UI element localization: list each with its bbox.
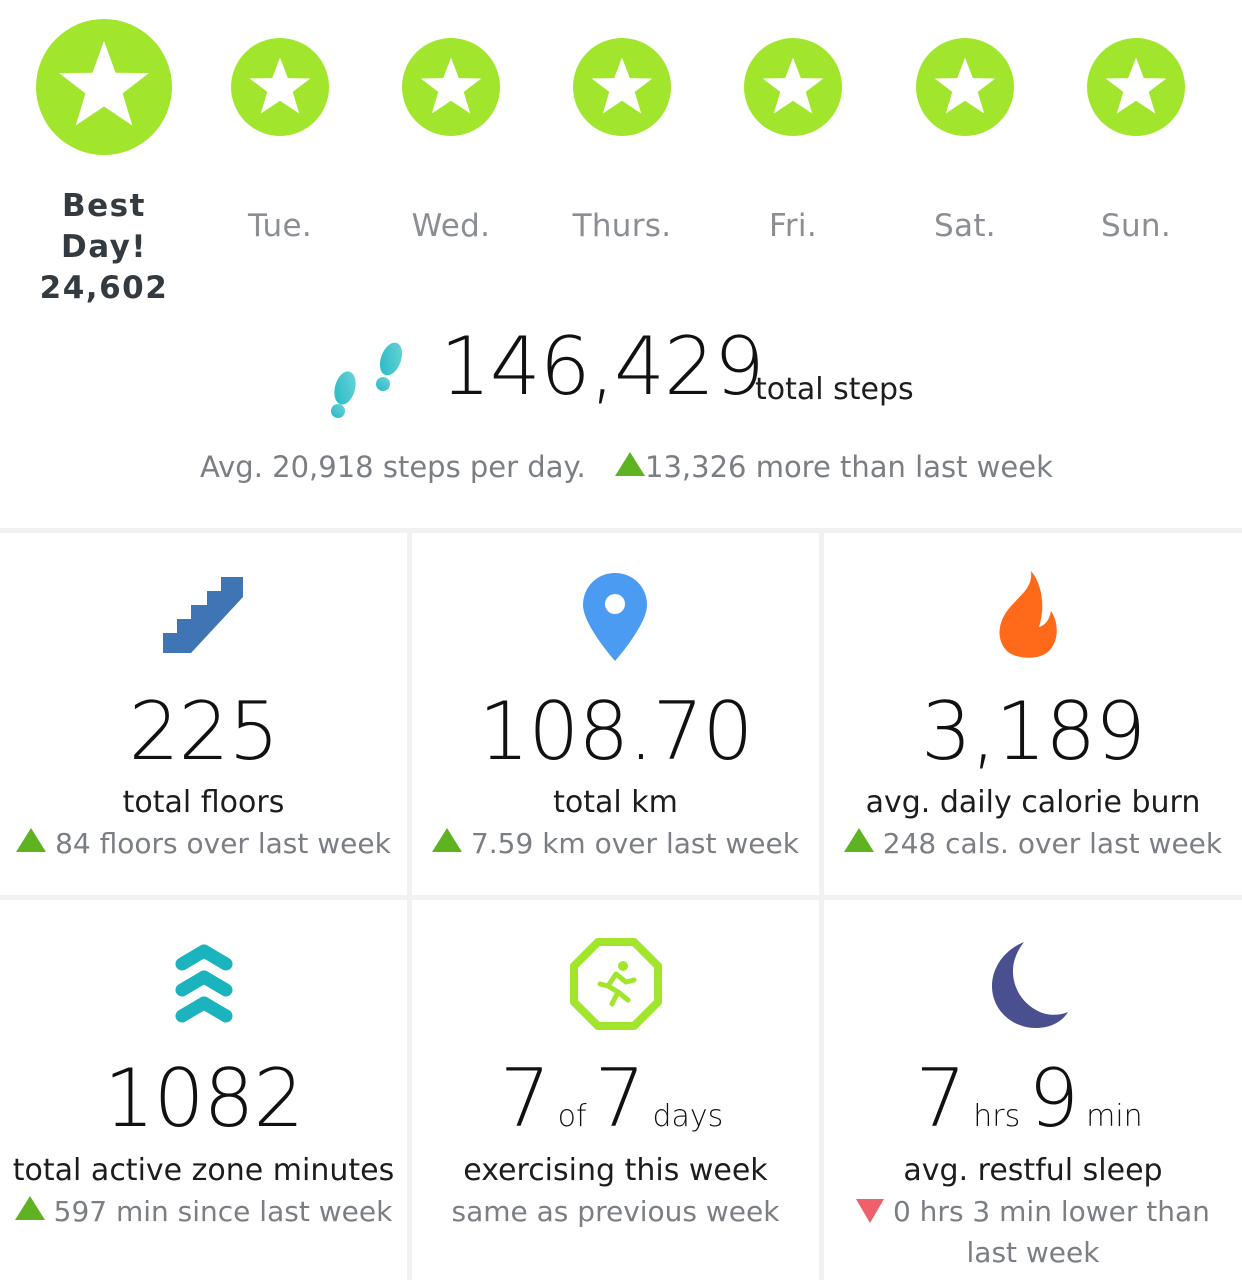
sleep-label: avg. restful sleep: [903, 1153, 1163, 1188]
sleep-hours: 7: [915, 1052, 966, 1145]
distance-delta: 7.59 km over last week: [412, 823, 819, 864]
stat-active-zone-minutes[interactable]: 1082 total active zone minutes 597 min s…: [0, 900, 407, 1280]
stat-floors[interactable]: 225 total floors 84 floors over last wee…: [0, 533, 407, 895]
star-badge-icon: [916, 38, 1014, 136]
day-label: Sun.: [1100, 208, 1172, 244]
exercise-runner-icon: [570, 938, 662, 1030]
divider: [407, 530, 412, 1280]
divider: [0, 528, 1242, 533]
star-badge-icon: [402, 38, 500, 136]
stat-calories[interactable]: 3,189 avg. daily calorie burn 248 cals. …: [824, 533, 1242, 895]
stat-exercise-days[interactable]: 7 of 7 days exercising this week same as pr…: [412, 900, 819, 1280]
calories-delta-text: 248 cals. over last week: [882, 827, 1223, 860]
sleep-minutes-unit: min: [1086, 1099, 1143, 1134]
stairs-icon: [163, 577, 243, 655]
best-day-value: 24,602: [39, 270, 169, 306]
weekly-badges-row: Best Day! 24,602 Tue. Wed. Thurs. Fri. S…: [0, 0, 1242, 306]
average-steps-text: Avg. 20,918 steps per day.: [200, 450, 586, 484]
location-pin-icon: [583, 573, 647, 661]
moon-icon: [990, 940, 1070, 1030]
distance-delta-text: 7.59 km over last week: [470, 827, 799, 860]
sleep-minutes: 9: [1028, 1052, 1079, 1145]
divider: [819, 530, 824, 1280]
trend-down-icon: [856, 1199, 885, 1223]
steps-summary[interactable]: 146,429 total steps Avg. 20,918 steps pe…: [0, 300, 1242, 530]
trend-up-icon: [16, 828, 47, 852]
day-label: Wed.: [411, 208, 491, 244]
calories-label: avg. daily calorie burn: [865, 785, 1201, 820]
zone-minutes-delta-text: 597 min since last week: [53, 1195, 393, 1228]
sleep-delta-text: 0 hrs 3 min lower than last week: [892, 1195, 1210, 1269]
star-badge-icon: [744, 38, 842, 136]
star-badge-icon: [573, 38, 671, 136]
floors-delta-text: 84 floors over last week: [55, 827, 391, 860]
footprints-icon: [325, 338, 407, 422]
exercise-days-value: 7 of 7 days: [412, 1052, 819, 1145]
zone-minutes-delta: 597 min since last week: [0, 1191, 407, 1232]
exercise-days-count: 7: [499, 1052, 551, 1145]
stat-restful-sleep[interactable]: 7 hrs 9 min avg. restful sleep 0 hrs 3 min …: [824, 900, 1242, 1280]
exercise-days-delta: same as previous week: [451, 1195, 780, 1228]
star-badge-icon: [36, 19, 172, 155]
floors-delta: 84 floors over last week: [0, 823, 407, 864]
sleep-hours-unit: hrs: [973, 1099, 1021, 1134]
trend-up-icon: [14, 1196, 45, 1220]
distance-value: 108.70: [478, 685, 754, 778]
best-day-label: Best Day!: [60, 188, 148, 265]
sleep-delta: 0 hrs 3 min lower than last week: [832, 1191, 1234, 1273]
floors-label: total floors: [122, 785, 285, 820]
trend-up-icon: [615, 452, 645, 476]
exercise-days-label: exercising this week: [463, 1153, 768, 1188]
star-badge-icon: [231, 38, 329, 136]
zone-minutes-label: total active zone minutes: [12, 1153, 395, 1188]
flame-icon: [995, 571, 1059, 661]
stat-distance[interactable]: 108.70 total km 7.59 km over last week: [412, 533, 819, 895]
active-zone-chevrons-icon: [174, 942, 234, 1028]
trend-up-icon: [432, 828, 463, 852]
calories-delta: 248 cals. over last week: [824, 823, 1242, 864]
trend-up-icon: [843, 828, 874, 852]
day-label: Fri.: [769, 208, 817, 244]
zone-minutes-value: 1082: [103, 1052, 305, 1145]
steps-comparison: 13,326 more than last week: [615, 450, 1053, 484]
exercise-days-of: of: [557, 1099, 587, 1134]
total-steps-unit: total steps: [755, 372, 914, 407]
star-badge-icon: [1087, 38, 1185, 136]
day-label: Thurs.: [572, 208, 672, 244]
exercise-days-total: 7: [594, 1052, 646, 1145]
distance-label: total km: [553, 785, 678, 820]
floors-value: 225: [128, 685, 280, 778]
exercise-days-unit: days: [652, 1099, 724, 1134]
steps-comparison-text: 13,326 more than last week: [645, 450, 1053, 484]
sleep-value: 7 hrs 9 min: [824, 1052, 1242, 1145]
calories-value: 3,189: [920, 685, 1146, 778]
day-label: Tue.: [247, 208, 312, 244]
day-label: Sat.: [934, 208, 996, 244]
divider: [0, 895, 1242, 900]
total-steps-value: 146,429: [440, 320, 765, 413]
